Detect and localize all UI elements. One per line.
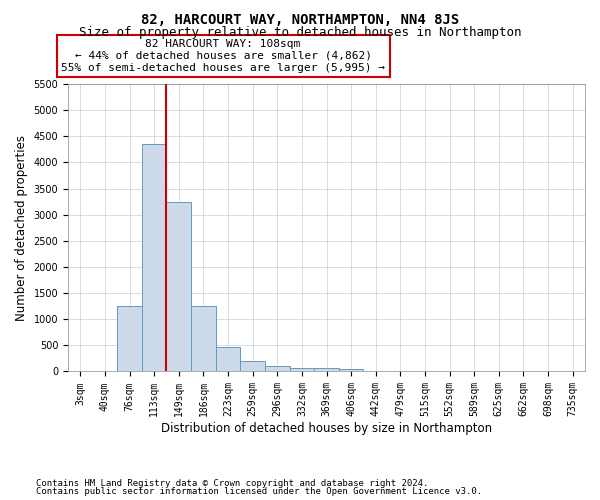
- Bar: [314, 368, 339, 372]
- Bar: [216, 346, 241, 372]
- X-axis label: Distribution of detached houses by size in Northampton: Distribution of detached houses by size …: [161, 422, 492, 435]
- Bar: [117, 306, 142, 372]
- Bar: [265, 366, 290, 372]
- Bar: [339, 369, 364, 372]
- Text: Contains public sector information licensed under the Open Government Licence v3: Contains public sector information licen…: [36, 487, 482, 496]
- Text: Size of property relative to detached houses in Northampton: Size of property relative to detached ho…: [79, 26, 521, 39]
- Text: 82 HARCOURT WAY: 108sqm
← 44% of detached houses are smaller (4,862)
55% of semi: 82 HARCOURT WAY: 108sqm ← 44% of detache…: [61, 40, 385, 72]
- Bar: [191, 306, 216, 372]
- Y-axis label: Number of detached properties: Number of detached properties: [15, 134, 28, 320]
- Text: Contains HM Land Registry data © Crown copyright and database right 2024.: Contains HM Land Registry data © Crown c…: [36, 478, 428, 488]
- Bar: [142, 144, 166, 372]
- Bar: [290, 368, 314, 372]
- Text: 82, HARCOURT WAY, NORTHAMPTON, NN4 8JS: 82, HARCOURT WAY, NORTHAMPTON, NN4 8JS: [141, 12, 459, 26]
- Bar: [166, 202, 191, 372]
- Bar: [241, 361, 265, 372]
